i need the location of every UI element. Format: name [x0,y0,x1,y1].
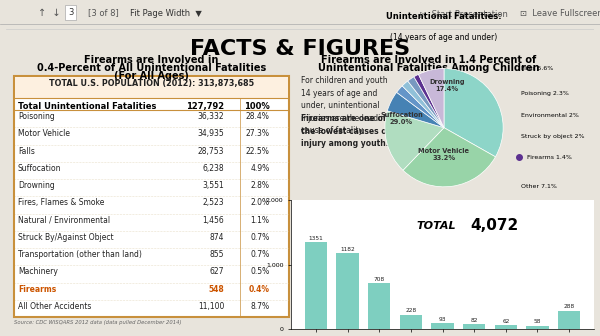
Text: 28,753: 28,753 [198,146,224,156]
Bar [305,242,327,329]
Text: Poisoning 2.3%: Poisoning 2.3% [521,91,569,96]
Text: Source: CDC WISQARS 2012 data (data pulled December 2014): Source: CDC WISQARS 2012 data (data pull… [14,320,181,325]
Text: Unintentional Fatalities:: Unintentional Fatalities: [386,12,502,22]
Wedge shape [403,128,496,187]
Text: 28.4%: 28.4% [245,112,269,121]
Text: 2,523: 2,523 [203,198,224,207]
Text: 8.7%: 8.7% [250,302,269,311]
Text: 1182: 1182 [340,247,355,252]
Text: Natural / Environmental: Natural / Environmental [18,216,110,224]
Text: Fit Page Width  ▼: Fit Page Width ▼ [130,9,202,17]
Bar [337,253,359,329]
Text: 127,792: 127,792 [186,102,224,111]
Text: Firearms 1.4%: Firearms 1.4% [527,155,572,160]
Text: FACTS & FIGURES: FACTS & FIGURES [190,39,410,59]
Text: 36,332: 36,332 [197,112,224,121]
Wedge shape [408,77,444,128]
Text: Total Unintentional Fatalities: Total Unintentional Fatalities [18,102,156,111]
Text: 1351: 1351 [308,236,323,241]
Text: 548: 548 [209,285,224,294]
Text: Suffocation
29.0%: Suffocation 29.0% [380,112,423,125]
Text: 82: 82 [470,318,478,323]
Bar [495,325,517,329]
Bar [463,324,485,329]
Text: Motor Vehicle
33.2%: Motor Vehicle 33.2% [418,148,469,161]
Text: ↑  ↓: ↑ ↓ [38,8,61,18]
Text: Firearms are Involved in: Firearms are Involved in [85,55,219,65]
Text: 0.4%: 0.4% [248,285,269,294]
Text: 228: 228 [405,308,416,313]
Bar [431,323,454,329]
Text: 2.8%: 2.8% [251,181,269,190]
Text: 288: 288 [563,304,575,309]
Text: 3,551: 3,551 [203,181,224,190]
Wedge shape [418,69,444,128]
Text: 4.9%: 4.9% [250,164,269,173]
Text: 0.7%: 0.7% [250,233,269,242]
Text: Environmental 2%: Environmental 2% [521,113,579,118]
Text: Machinery: Machinery [18,267,58,276]
Text: Other 7.1%: Other 7.1% [521,184,557,189]
Text: 0.5%: 0.5% [250,267,269,276]
Text: Firearms are one of
the lowest causes of
injury among youth.: Firearms are one of the lowest causes of… [301,114,390,148]
Text: Transportation (other than land): Transportation (other than land) [18,250,142,259]
Text: Fires 5.6%: Fires 5.6% [521,66,553,71]
Text: Drowning: Drowning [18,181,55,190]
Text: Struck By/Against Object: Struck By/Against Object [18,233,113,242]
Bar [558,311,580,329]
Text: 58: 58 [534,319,541,324]
Text: Suffocation: Suffocation [18,164,61,173]
Text: 1,456: 1,456 [203,216,224,224]
Bar [368,284,390,329]
Text: Unintentional Fatalities Among Children: Unintentional Fatalities Among Children [318,63,539,73]
Text: 100%: 100% [244,102,269,111]
Bar [15,77,288,98]
Text: 627: 627 [210,267,224,276]
Text: 874: 874 [210,233,224,242]
Text: 855: 855 [210,250,224,259]
Wedge shape [388,92,444,128]
Text: ⊡  Leave Fullscreen: ⊡ Leave Fullscreen [520,9,600,17]
Text: 93: 93 [439,317,446,322]
Text: Motor Vehicle: Motor Vehicle [18,129,70,138]
Text: Falls: Falls [18,146,35,156]
Wedge shape [402,81,444,128]
Text: Firearms: Firearms [18,285,56,294]
Wedge shape [444,69,503,157]
Text: 6,238: 6,238 [203,164,224,173]
Text: Source: CDC WISQARS 2012 data (data pulled December 2014): Source: CDC WISQARS 2012 data (data pull… [301,320,469,325]
Text: 34,935: 34,935 [197,129,224,138]
Wedge shape [385,111,444,170]
Text: TOTAL U.S. POPULATION (2012): 313,873,685: TOTAL U.S. POPULATION (2012): 313,873,68… [49,79,254,88]
Bar [526,326,548,329]
Text: Firearms are Involved in 1.4 Percent of: Firearms are Involved in 1.4 Percent of [321,55,536,65]
Wedge shape [397,86,444,128]
Text: 0.7%: 0.7% [250,250,269,259]
Text: Struck by object 2%: Struck by object 2% [521,134,584,139]
Text: 2.0%: 2.0% [250,198,269,207]
Text: ▷  Start Presentation: ▷ Start Presentation [420,9,508,17]
Text: TOTAL: TOTAL [416,221,456,231]
Wedge shape [414,74,444,128]
Text: All Other Accidents: All Other Accidents [18,302,91,311]
Text: (14 years of age and under): (14 years of age and under) [391,33,497,42]
Text: 4,072: 4,072 [470,218,518,233]
Text: 27.3%: 27.3% [245,129,269,138]
Text: [3 of 8]: [3 of 8] [88,9,119,17]
Text: 708: 708 [374,277,385,282]
Text: 1.1%: 1.1% [251,216,269,224]
Text: 0.4-Percent of All Unintentional Fatalities: 0.4-Percent of All Unintentional Fatalit… [37,63,266,73]
Text: 62: 62 [502,319,509,324]
Bar [400,314,422,329]
Text: Fires, Flames & Smoke: Fires, Flames & Smoke [18,198,104,207]
Text: 22.5%: 22.5% [245,146,269,156]
FancyBboxPatch shape [14,76,289,317]
Text: Drowning
17.4%: Drowning 17.4% [429,79,465,92]
Text: (For All Ages): (For All Ages) [114,71,189,81]
Text: For children and youth
14 years of age and
under, unintentional
injuries are the: For children and youth 14 years of age a… [301,76,390,135]
Text: Poisoning: Poisoning [18,112,55,121]
Text: 11,100: 11,100 [198,302,224,311]
Text: 3: 3 [68,8,73,17]
